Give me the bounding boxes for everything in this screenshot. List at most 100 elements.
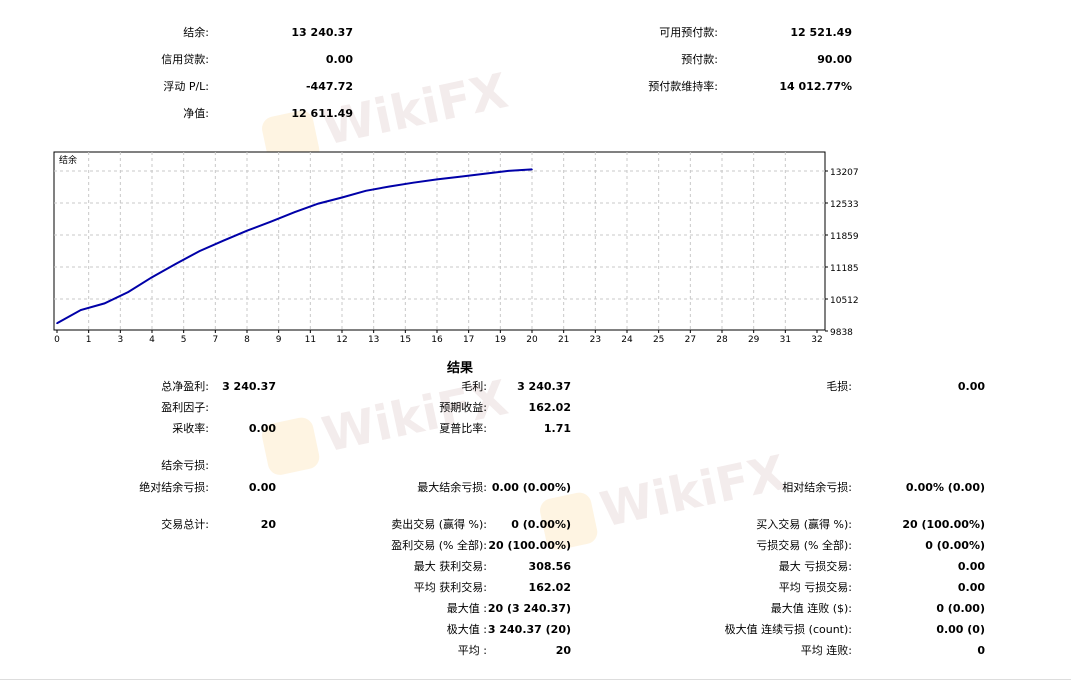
result-label: 卖出交易 (赢得 %): [391, 518, 487, 531]
x-tick-label: 29 [748, 335, 760, 345]
balance-point [151, 276, 153, 279]
x-tick-label: 32 [811, 335, 822, 345]
result-label: 亏损交易 (% 全部): [756, 539, 852, 552]
x-tick-label: 9 [276, 335, 282, 345]
result-value: 1.71 [543, 422, 571, 435]
balance-point [507, 170, 510, 172]
x-tick-label: 27 [685, 335, 696, 345]
x-tick-label: 31 [780, 335, 791, 345]
x-tick-label: 8 [244, 335, 250, 345]
result-value: 0.00 [248, 481, 276, 494]
y-tick-label: 11859 [830, 232, 859, 242]
result-label: 最大 亏损交易: [778, 560, 852, 573]
x-tick-label: 16 [431, 335, 443, 345]
plot-area [53, 151, 826, 331]
result-value: 0.00 (0) [936, 623, 985, 636]
result-label: 交易总计: [161, 518, 209, 531]
result-value: 3 240.37 (20) [487, 623, 571, 636]
result-label: 绝对结余亏损: [139, 481, 209, 494]
balance-point [317, 202, 320, 205]
summary-label: 信用贷款: [161, 53, 209, 66]
result-value: 3 240.37 [222, 380, 276, 393]
result-value: 0 (0.00%) [925, 539, 985, 552]
x-tick-label: 21 [558, 335, 569, 345]
balance-point [269, 220, 272, 223]
balance-chart: 0 1 3 4 5 7 8 9 11 12 13 15 16 17 19 20 21 23 24 25 27 28 29 31… [53, 151, 859, 345]
summary-value: 12 611.49 [291, 107, 353, 120]
result-value: 0.00 [957, 560, 985, 573]
summary-label: 浮动 P/L: [163, 80, 209, 93]
balance-point [56, 322, 58, 325]
result-value: 0.00 [957, 581, 985, 594]
x-tick-label: 25 [653, 335, 664, 345]
result-value: 0.00 [957, 380, 985, 393]
x-tick-label: 11 [305, 335, 316, 345]
result-label: 毛利: [461, 380, 487, 393]
result-value: 0.00% (0.00) [905, 481, 985, 494]
x-tick-label: 7 [212, 335, 218, 345]
watermark: WikiFX [537, 445, 791, 553]
balance-point [246, 229, 248, 232]
x-tick-label: 23 [590, 335, 601, 345]
result-label: 平均 亏损交易: [778, 581, 852, 594]
result-value: 0 [977, 644, 985, 657]
result-label: 买入交易 (赢得 %): [756, 518, 852, 531]
balance-point [127, 291, 130, 293]
result-label: 平均 获利交易: [413, 581, 487, 594]
summary-label: 净值: [183, 107, 209, 120]
summary-value: 0.00 [325, 53, 353, 66]
x-tick-label: 0 [54, 335, 60, 345]
result-value: 0 (0.00%) [511, 518, 571, 531]
result-label: 相对结余亏损: [782, 481, 852, 494]
summary-value: -447.72 [305, 80, 353, 93]
result-label: 总净盈利: [161, 380, 209, 393]
y-tick-label: 11185 [830, 264, 859, 274]
balance-point [198, 250, 201, 252]
summary-value: 90.00 [817, 53, 852, 66]
result-label: 最大 获利交易: [413, 560, 487, 573]
result-label: 最大值 连败 ($): [770, 602, 852, 615]
results-title: 结果 [446, 361, 474, 376]
result-value: 162.02 [528, 401, 571, 414]
summary-value: 14 012.77% [779, 80, 852, 93]
balance-point [364, 190, 367, 192]
result-label: 盈利交易 (% 全部): [391, 539, 487, 552]
result-label: 采收率: [172, 422, 209, 435]
balance-point [103, 302, 106, 305]
balance-point [412, 181, 415, 184]
result-value: 20 (100.00%) [902, 518, 985, 531]
balance-point [79, 309, 82, 311]
balance-point [293, 211, 296, 213]
divider [0, 679, 1071, 680]
result-value: 20 (100.00%) [488, 539, 571, 552]
result-value: 0.00 (0.00%) [491, 481, 571, 494]
y-tick-label: 13207 [830, 168, 859, 178]
x-tick-label: 28 [716, 335, 728, 345]
summary-label: 预付款维持率: [648, 80, 718, 93]
result-label: 极大值 : [446, 623, 487, 636]
x-tick-label: 24 [621, 335, 633, 345]
result-value: 0.00 [248, 422, 276, 435]
balance-point [341, 196, 343, 199]
result-value: 20 (3 240.37) [487, 602, 571, 615]
result-label: 最大结余亏损: [417, 481, 487, 494]
balance-point [483, 172, 486, 175]
balance-point [174, 263, 177, 265]
x-tick-label: 3 [117, 335, 123, 345]
x-tick-label: 15 [400, 335, 411, 345]
x-tick-label: 12 [336, 335, 347, 345]
summary-label: 结余: [183, 26, 209, 39]
summary-value: 12 521.49 [790, 26, 852, 39]
result-label: 毛损: [826, 380, 852, 393]
y-tick-label: 9838 [830, 328, 853, 338]
x-tick-label: 17 [463, 335, 474, 345]
result-value: 20 [555, 644, 571, 657]
x-tick-label: 4 [149, 335, 155, 345]
summary-label: 预付款: [681, 53, 718, 66]
result-label: 平均 连败: [800, 644, 852, 657]
result-label: 平均 : [457, 644, 487, 657]
y-tick-label: 10512 [830, 296, 859, 306]
balance-point [459, 175, 462, 178]
x-tick-label: 1 [86, 335, 92, 345]
summary-label: 可用预付款: [659, 26, 718, 39]
